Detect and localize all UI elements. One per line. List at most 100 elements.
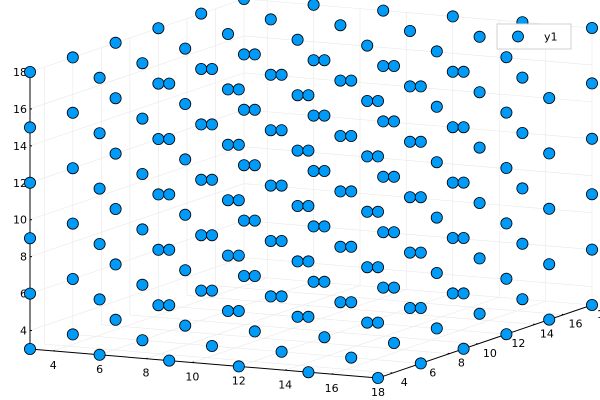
legend: y1: [496, 23, 572, 50]
scatter-point: [232, 249, 245, 262]
scatter-point: [302, 199, 315, 212]
y-tick-label: 16: [568, 318, 582, 331]
scatter-point: [93, 182, 106, 195]
scatter-point: [473, 30, 486, 43]
scatter-point: [136, 334, 149, 347]
scatter-point: [457, 65, 470, 78]
scatter-point: [334, 129, 347, 142]
scatter-point: [136, 167, 149, 180]
x-tick-label: 18: [371, 386, 385, 399]
scatter-point: [446, 287, 459, 300]
scatter-point: [307, 275, 320, 288]
scatter-point: [248, 48, 261, 61]
grid-line-z: [29, 257, 245, 331]
scatter-point: [205, 339, 218, 352]
scatter-point: [179, 264, 192, 277]
scatter-point: [152, 22, 165, 35]
y-tick-label: 14: [540, 327, 554, 340]
scatter-point: [414, 80, 427, 93]
scatter-point: [179, 208, 192, 221]
scatter-point: [275, 68, 288, 81]
scatter-point: [205, 118, 218, 131]
scatter-point: [500, 328, 513, 341]
scatter-point: [361, 95, 374, 108]
scatter-point: [403, 24, 416, 37]
scatter-point: [543, 313, 556, 326]
scatter-point: [457, 287, 470, 300]
scatter-point: [361, 150, 374, 163]
scatter-point: [345, 129, 358, 142]
scatter-point: [377, 170, 390, 183]
scatter-point: [23, 287, 36, 300]
scatter-point: [275, 290, 288, 303]
scatter-point: [516, 71, 529, 84]
scatter-point: [543, 147, 556, 160]
scatter-point: [66, 162, 79, 175]
y-tick-mark: [390, 372, 393, 374]
grid-line-x: [285, 296, 500, 371]
y-axis-line: [377, 304, 593, 379]
scatter-point: [66, 217, 79, 230]
scatter-point: [318, 331, 331, 344]
scatter-point: [414, 135, 427, 148]
x-tick-mark: [145, 357, 148, 360]
scatter-point: [345, 185, 358, 198]
scatter-point: [446, 231, 459, 244]
scatter-point: [302, 310, 315, 323]
scatter-point: [307, 54, 320, 67]
scatter-point: [318, 54, 331, 67]
y-tick-label: 10: [483, 347, 497, 360]
scatter-point: [500, 161, 513, 174]
scatter-point: [195, 173, 208, 186]
grid-line-x: [145, 285, 361, 359]
x-axis-line: [29, 348, 379, 379]
scatter-point: [387, 336, 400, 349]
scatter-point: [430, 100, 443, 113]
grid-line-y: [186, 295, 535, 325]
y-tick-mark: [476, 342, 479, 345]
scatter-point: [430, 45, 443, 58]
scatter-point: [586, 243, 599, 256]
scatter-point: [163, 132, 176, 145]
grid-line-y: [158, 304, 507, 335]
z-tick-label: 8: [20, 251, 27, 264]
scatter-point: [430, 322, 443, 335]
scatter-point: [302, 366, 315, 379]
scatter-point: [221, 83, 234, 96]
scatter-point: [377, 115, 390, 128]
grid-line-z: [29, 72, 245, 147]
scatter-point: [66, 272, 79, 285]
scatter-point: [264, 124, 277, 137]
grid-line-z: [252, 0, 593, 29]
scatter-point: [457, 231, 470, 244]
scatter-point: [302, 89, 315, 102]
grid-layer: [29, 0, 593, 379]
x-tick-mark: [331, 373, 334, 375]
scatter-point: [516, 127, 529, 140]
y-tick-label: 8: [458, 357, 465, 370]
grid-line-y: [72, 334, 421, 364]
scatter-point: [516, 182, 529, 195]
x-tick-label: 14: [278, 378, 292, 391]
scatter-point: [361, 205, 374, 218]
scatter-point: [23, 232, 36, 245]
scatter-point: [371, 205, 384, 218]
scatter-point: [473, 86, 486, 99]
scatter-point: [179, 98, 192, 111]
scatter-point: [232, 360, 245, 373]
scatter-point: [586, 188, 599, 201]
scatter-point: [414, 357, 427, 370]
scatter-point: [543, 92, 556, 105]
legend-label-y1: y1: [544, 31, 558, 44]
scatter-point: [237, 159, 250, 172]
x-tick-mark: [53, 349, 55, 352]
points-layer: [23, 0, 599, 384]
scatter-point: [446, 65, 459, 78]
axes-layer: 4 6 8 10 12 14 16 18 4 6 8 10 12 14 16 18 4 6 8 10 12 14 16 18: [13, 66, 600, 399]
scatter-point: [264, 234, 277, 247]
scatter-point: [430, 211, 443, 224]
scatter-point: [136, 112, 149, 125]
scatter-point: [264, 68, 277, 81]
scatter-point: [248, 325, 261, 338]
scatter-point: [152, 299, 165, 312]
